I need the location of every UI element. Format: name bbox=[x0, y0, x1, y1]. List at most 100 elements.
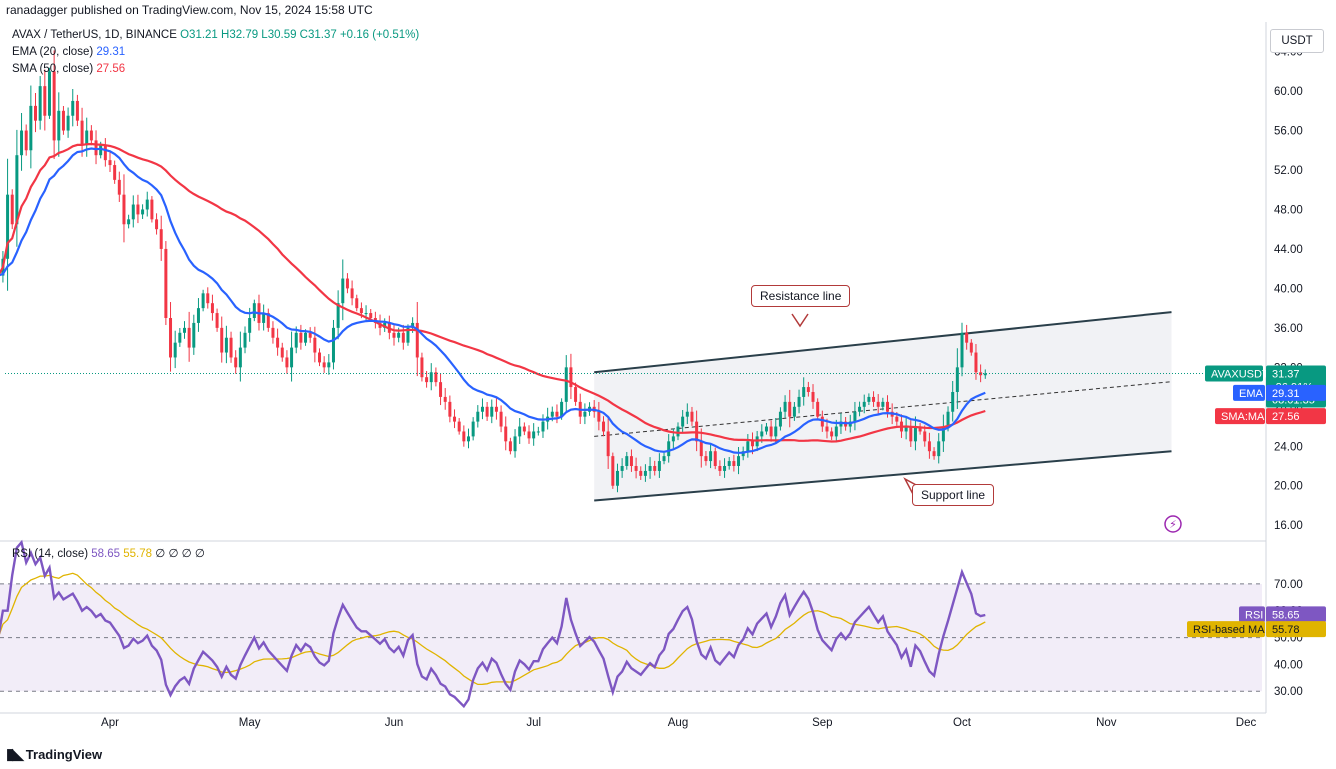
candle-body bbox=[80, 120, 84, 146]
candle bbox=[466, 428, 470, 449]
candle-body bbox=[52, 71, 56, 141]
candle bbox=[457, 418, 461, 435]
candle-body bbox=[555, 411, 559, 417]
candle-body bbox=[643, 470, 647, 476]
candle bbox=[625, 451, 629, 470]
candle bbox=[238, 331, 242, 382]
candle bbox=[527, 425, 531, 444]
candle bbox=[643, 464, 647, 482]
candle bbox=[271, 321, 275, 344]
rsi-ma-line bbox=[0, 572, 986, 686]
candle bbox=[536, 426, 540, 436]
candle-body bbox=[425, 377, 429, 383]
candle bbox=[71, 88, 75, 127]
candle-body bbox=[615, 470, 619, 486]
candle bbox=[648, 457, 652, 479]
candle bbox=[504, 416, 508, 451]
tag-ema-bg bbox=[1266, 384, 1326, 401]
candle bbox=[853, 401, 857, 431]
legend-rsi-row[interactable]: RSI (14, close) 58.65 55.78 ∅ ∅ ∅ ∅ bbox=[12, 546, 205, 560]
candle bbox=[541, 414, 545, 438]
candle-body bbox=[806, 387, 810, 392]
candle-body bbox=[369, 313, 373, 318]
candle bbox=[178, 328, 182, 347]
candle-body bbox=[918, 426, 922, 432]
candle-body bbox=[220, 327, 224, 353]
tag-rsi-ma-label-text: RSI-based MA bbox=[1193, 624, 1265, 636]
candle bbox=[94, 130, 98, 165]
candle-body bbox=[131, 204, 135, 220]
candle-body bbox=[448, 401, 452, 417]
candle-body bbox=[583, 411, 587, 417]
candle-body bbox=[951, 392, 955, 412]
candle bbox=[858, 401, 862, 417]
legend-ema-label: EMA (20, close) bbox=[12, 46, 94, 58]
legend-sma-row[interactable]: SMA (50, close) 27.56 bbox=[12, 63, 125, 75]
candle-body bbox=[182, 327, 186, 333]
candle bbox=[518, 418, 522, 444]
candle-body bbox=[541, 421, 545, 432]
candle bbox=[327, 354, 331, 375]
candle bbox=[34, 92, 38, 133]
candle-body bbox=[602, 421, 606, 432]
time-tick-label: Dec bbox=[1236, 717, 1257, 729]
candle-body bbox=[904, 426, 908, 432]
candle bbox=[629, 449, 633, 472]
tag-rsi-label-bg bbox=[1239, 606, 1265, 623]
legend-symbol-row[interactable]: AVAX / TetherUS, 1D, BINANCE O31.21 H32.… bbox=[12, 29, 419, 41]
candle-body bbox=[20, 130, 24, 156]
sma-50-line bbox=[0, 142, 986, 443]
price-tick-label: 20.00 bbox=[1274, 481, 1303, 493]
candle-body bbox=[359, 308, 363, 314]
candle bbox=[602, 416, 606, 437]
candle bbox=[574, 382, 578, 406]
legend-ema-row[interactable]: EMA (20, close) 29.31 bbox=[12, 46, 125, 58]
tag-price-text: 31.37 bbox=[1272, 369, 1300, 381]
candle bbox=[830, 427, 834, 441]
candle-body bbox=[43, 86, 47, 116]
candle-body bbox=[858, 406, 862, 412]
candle-body bbox=[243, 332, 247, 348]
candle bbox=[909, 420, 913, 447]
candle bbox=[704, 450, 708, 466]
candle-body bbox=[336, 303, 340, 328]
tradingview-logo[interactable]: ▮◣ TradingView bbox=[6, 745, 102, 763]
candle bbox=[57, 92, 61, 157]
candle-body bbox=[550, 411, 554, 417]
candle bbox=[425, 370, 429, 388]
grid bbox=[0, 22, 1267, 714]
candle bbox=[145, 191, 149, 217]
candle-body bbox=[671, 436, 675, 442]
publisher-line: ranadagger published on TradingView.com,… bbox=[6, 3, 373, 17]
candle bbox=[606, 417, 610, 469]
time-tick-label: Oct bbox=[953, 717, 972, 729]
candle bbox=[927, 432, 931, 459]
candle bbox=[52, 50, 56, 160]
tag-sma-text: 27.56 bbox=[1272, 411, 1300, 423]
candle bbox=[494, 397, 498, 420]
candle bbox=[47, 67, 51, 119]
candle-body bbox=[797, 396, 801, 407]
candle bbox=[811, 384, 815, 409]
candle bbox=[746, 434, 750, 458]
candle bbox=[480, 398, 484, 420]
candle bbox=[965, 324, 969, 350]
candle-body bbox=[955, 367, 959, 392]
candle-body bbox=[769, 426, 773, 437]
candle-body bbox=[61, 110, 65, 131]
candle-body bbox=[969, 342, 973, 353]
candle-body bbox=[802, 387, 806, 397]
currency-selector[interactable]: USDT bbox=[1270, 29, 1324, 53]
candle-body bbox=[94, 140, 98, 156]
candle-body bbox=[108, 160, 112, 166]
candle-body bbox=[66, 115, 70, 131]
candle-body bbox=[24, 130, 28, 151]
time-tick-label: Nov bbox=[1096, 717, 1117, 729]
candle-body bbox=[103, 145, 107, 161]
candle bbox=[80, 107, 84, 157]
candle-body bbox=[648, 466, 652, 471]
rsi-panel: ⚡ bbox=[0, 515, 1262, 709]
legend-rsi-label: RSI (14, close) bbox=[12, 548, 89, 560]
candle-body bbox=[634, 466, 638, 471]
